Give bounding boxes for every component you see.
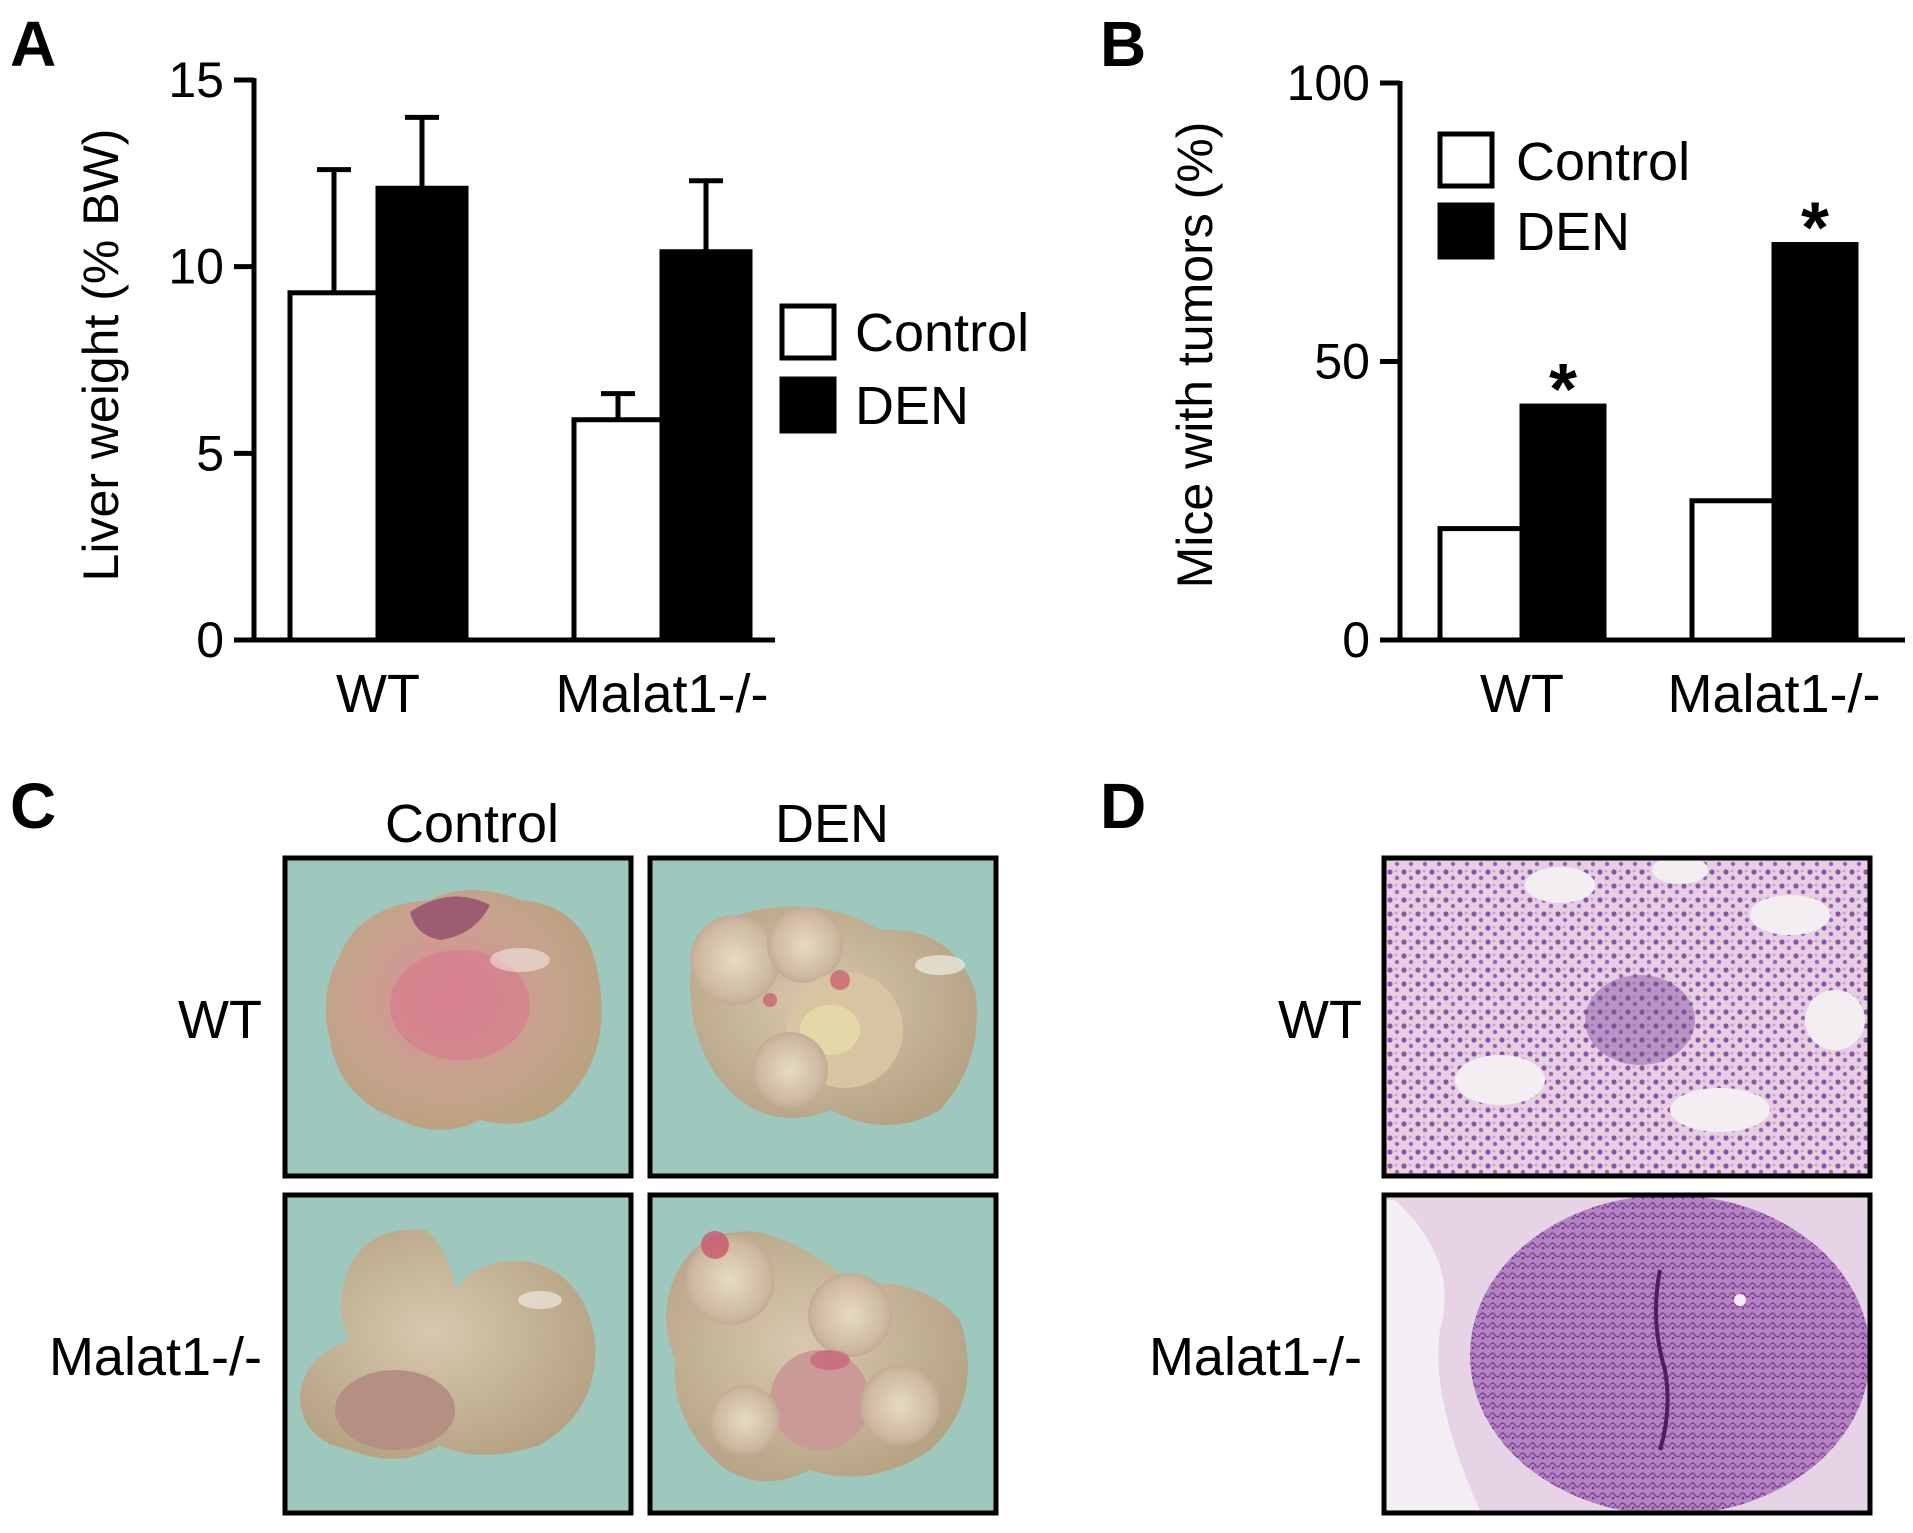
legend: Control DEN: [1437, 131, 1690, 262]
row-label-malat1: Malat1-/-: [1149, 1327, 1362, 1387]
photo-wt-den: [647, 855, 999, 1179]
y-tick-label: 0: [1342, 612, 1370, 668]
legend-label-den: DEN: [855, 376, 969, 436]
histology-malat1: [1381, 1192, 1873, 1516]
legend-label-control: Control: [855, 303, 1029, 363]
plot-area: 0 5 10 15 WT Malat1-/-: [168, 52, 775, 724]
legend-swatch-den: [1437, 202, 1495, 260]
bar-control: [287, 290, 381, 643]
bar-den: [375, 185, 469, 643]
column-label-control: Control: [385, 794, 559, 854]
row-label-wt: WT: [178, 990, 262, 1050]
significance-star: *: [1549, 350, 1577, 430]
legend-swatch-control: [1437, 131, 1495, 189]
panel-letter-c: C: [10, 770, 56, 842]
bar-den: [1771, 242, 1859, 643]
panel-d: D WT Malat1-/-: [1100, 770, 1873, 1516]
legend: Control DEN: [779, 303, 1029, 436]
histology-wt: [1381, 855, 1873, 1179]
significance-star: *: [1801, 189, 1829, 269]
legend-label-den: DEN: [1516, 202, 1630, 262]
legend-label-control: Control: [1516, 132, 1690, 192]
panel-b: B Mice with tumors (%) 0 50 100 * WT * Malat1-…: [1100, 8, 1905, 724]
x-category-label: Malat1-/-: [1667, 664, 1880, 724]
bar-control: [1437, 526, 1525, 643]
y-tick-label: 15: [168, 52, 224, 108]
x-category-label: WT: [1480, 664, 1564, 724]
bar-control: [1689, 498, 1777, 643]
y-tick-label: 100: [1287, 55, 1370, 111]
row-label-wt: WT: [1278, 990, 1362, 1050]
photo-malat1-control: [282, 1192, 634, 1516]
x-category-label: WT: [336, 664, 420, 724]
legend-swatch-den: [779, 376, 837, 434]
y-axis-title: Mice with tumors (%): [1167, 122, 1223, 589]
panel-c: C Control DEN WT Malat1-/-: [10, 770, 999, 1516]
plot-area: 0 50 100 * WT * Malat1-/-: [1287, 55, 1905, 724]
column-label-den: DEN: [775, 794, 889, 854]
y-tick-label: 10: [168, 239, 224, 295]
y-axis-title: Liver weight (% BW): [73, 129, 129, 582]
photo-wt-control: [282, 855, 634, 1179]
panel-letter-d: D: [1100, 770, 1146, 842]
y-tick-label: 5: [196, 425, 224, 481]
photo-malat1-den: [647, 1192, 999, 1516]
panel-letter-b: B: [1100, 8, 1146, 80]
y-tick-label: 50: [1314, 334, 1370, 390]
legend-swatch-control: [779, 303, 837, 361]
bar-control: [571, 417, 665, 643]
x-category-label: Malat1-/-: [555, 664, 768, 724]
y-tick-label: 0: [196, 612, 224, 668]
panel-letter-a: A: [10, 8, 56, 80]
bar-den: [1519, 403, 1607, 643]
row-label-malat1: Malat1-/-: [49, 1327, 262, 1387]
bar-den: [659, 249, 753, 643]
